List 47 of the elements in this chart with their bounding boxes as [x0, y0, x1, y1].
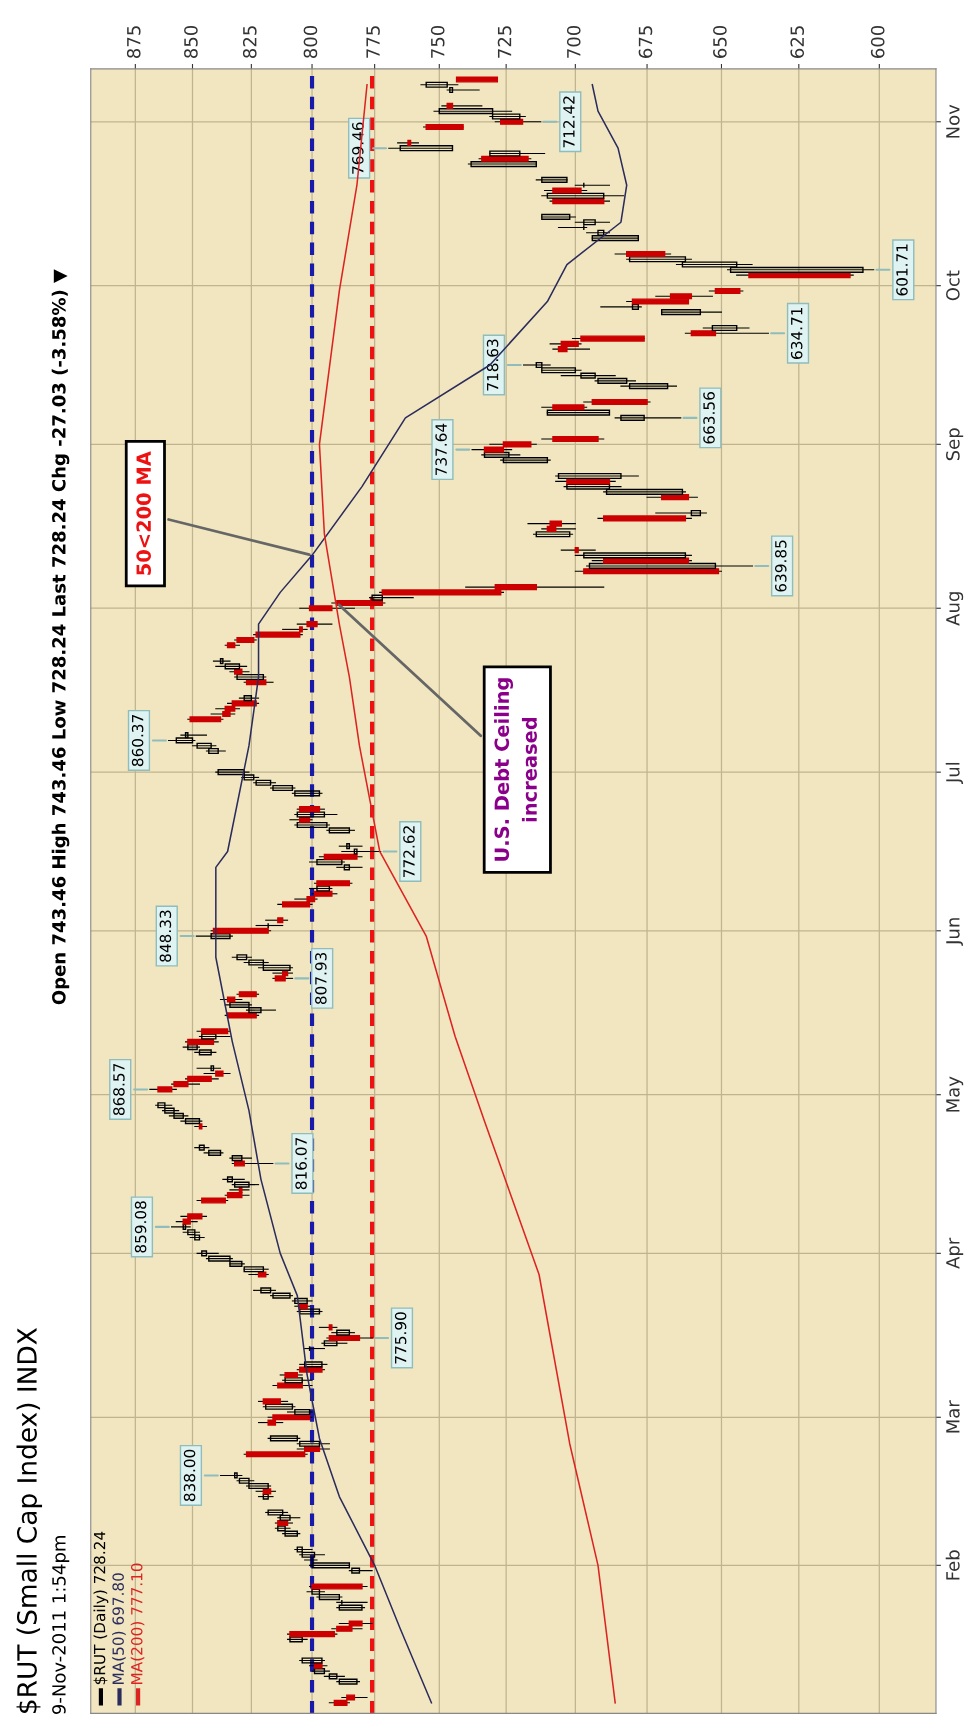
annotation: 718.63	[486, 339, 499, 391]
x-tick-label: 625	[790, 26, 805, 58]
y-tick-label: Mar	[946, 1400, 960, 1433]
annotation: 663.56	[703, 392, 715, 444]
annotation: 769.46	[352, 122, 364, 174]
text: $RUT (Small Cap Index) INDX	[16, 1328, 43, 1713]
annotation: 859.08	[134, 1201, 147, 1253]
annotation: 860.37	[131, 715, 144, 767]
text: 9-Nov-2011 1:54pm	[52, 1536, 70, 1714]
x-tick-label: 825	[242, 26, 257, 58]
y-tick-label: Feb	[945, 1550, 960, 1580]
annotation: 868.57	[113, 1064, 125, 1116]
annotation: 737.64	[435, 423, 447, 476]
x-tick-label: 875	[126, 26, 141, 58]
annotation: 772.62	[403, 826, 415, 877]
y-tick-label: Aug	[946, 592, 964, 626]
x-tick-label: 775	[366, 26, 380, 58]
x-tick-label: 850	[184, 25, 198, 58]
annotation: 712.42	[563, 96, 575, 148]
annotation: 838.00	[183, 1449, 196, 1502]
x-tick-label: 750	[430, 25, 445, 58]
x-tick-label: 650	[713, 25, 727, 58]
y-tick-label: Jun	[946, 918, 964, 946]
x-tick-label: 725	[497, 26, 512, 58]
annotation: 50<200 MA	[136, 451, 152, 575]
annotation: 775.90	[394, 1312, 407, 1364]
y-tick-label: Sep	[946, 428, 964, 461]
y-tick-label: Jul	[945, 762, 964, 784]
x-tick-label: 700	[566, 25, 581, 58]
y-tick-label: May	[946, 1076, 964, 1112]
annotation: 639.85	[775, 540, 787, 592]
annotation: 816.07	[295, 1138, 307, 1190]
text: $RUT (Daily) 728.24	[93, 1531, 109, 1685]
y-tick-label: Nov	[946, 104, 960, 138]
annotation: 807.93	[315, 952, 327, 1005]
x-tick-label: 600	[870, 25, 885, 58]
text: Open 743.46 High 743.46 Low 728.24 Last 728.24 Chg -27.03 (-3.58%) ▼	[51, 269, 70, 1005]
annotation: 848.33	[159, 910, 172, 962]
annotation: 601.71	[896, 244, 908, 296]
annotation: U.S. Debt Ceiling increased	[494, 678, 537, 861]
y-tick-label: Oct	[946, 270, 960, 301]
annotation: 634.71	[790, 307, 803, 359]
y-tick-label: Apr	[946, 1237, 964, 1269]
x-tick-label: 675	[638, 26, 653, 58]
text: MA(200) 777.10	[130, 1563, 145, 1684]
x-tick-label: 800	[303, 25, 318, 58]
text: MA(50) 697.80	[112, 1573, 126, 1684]
